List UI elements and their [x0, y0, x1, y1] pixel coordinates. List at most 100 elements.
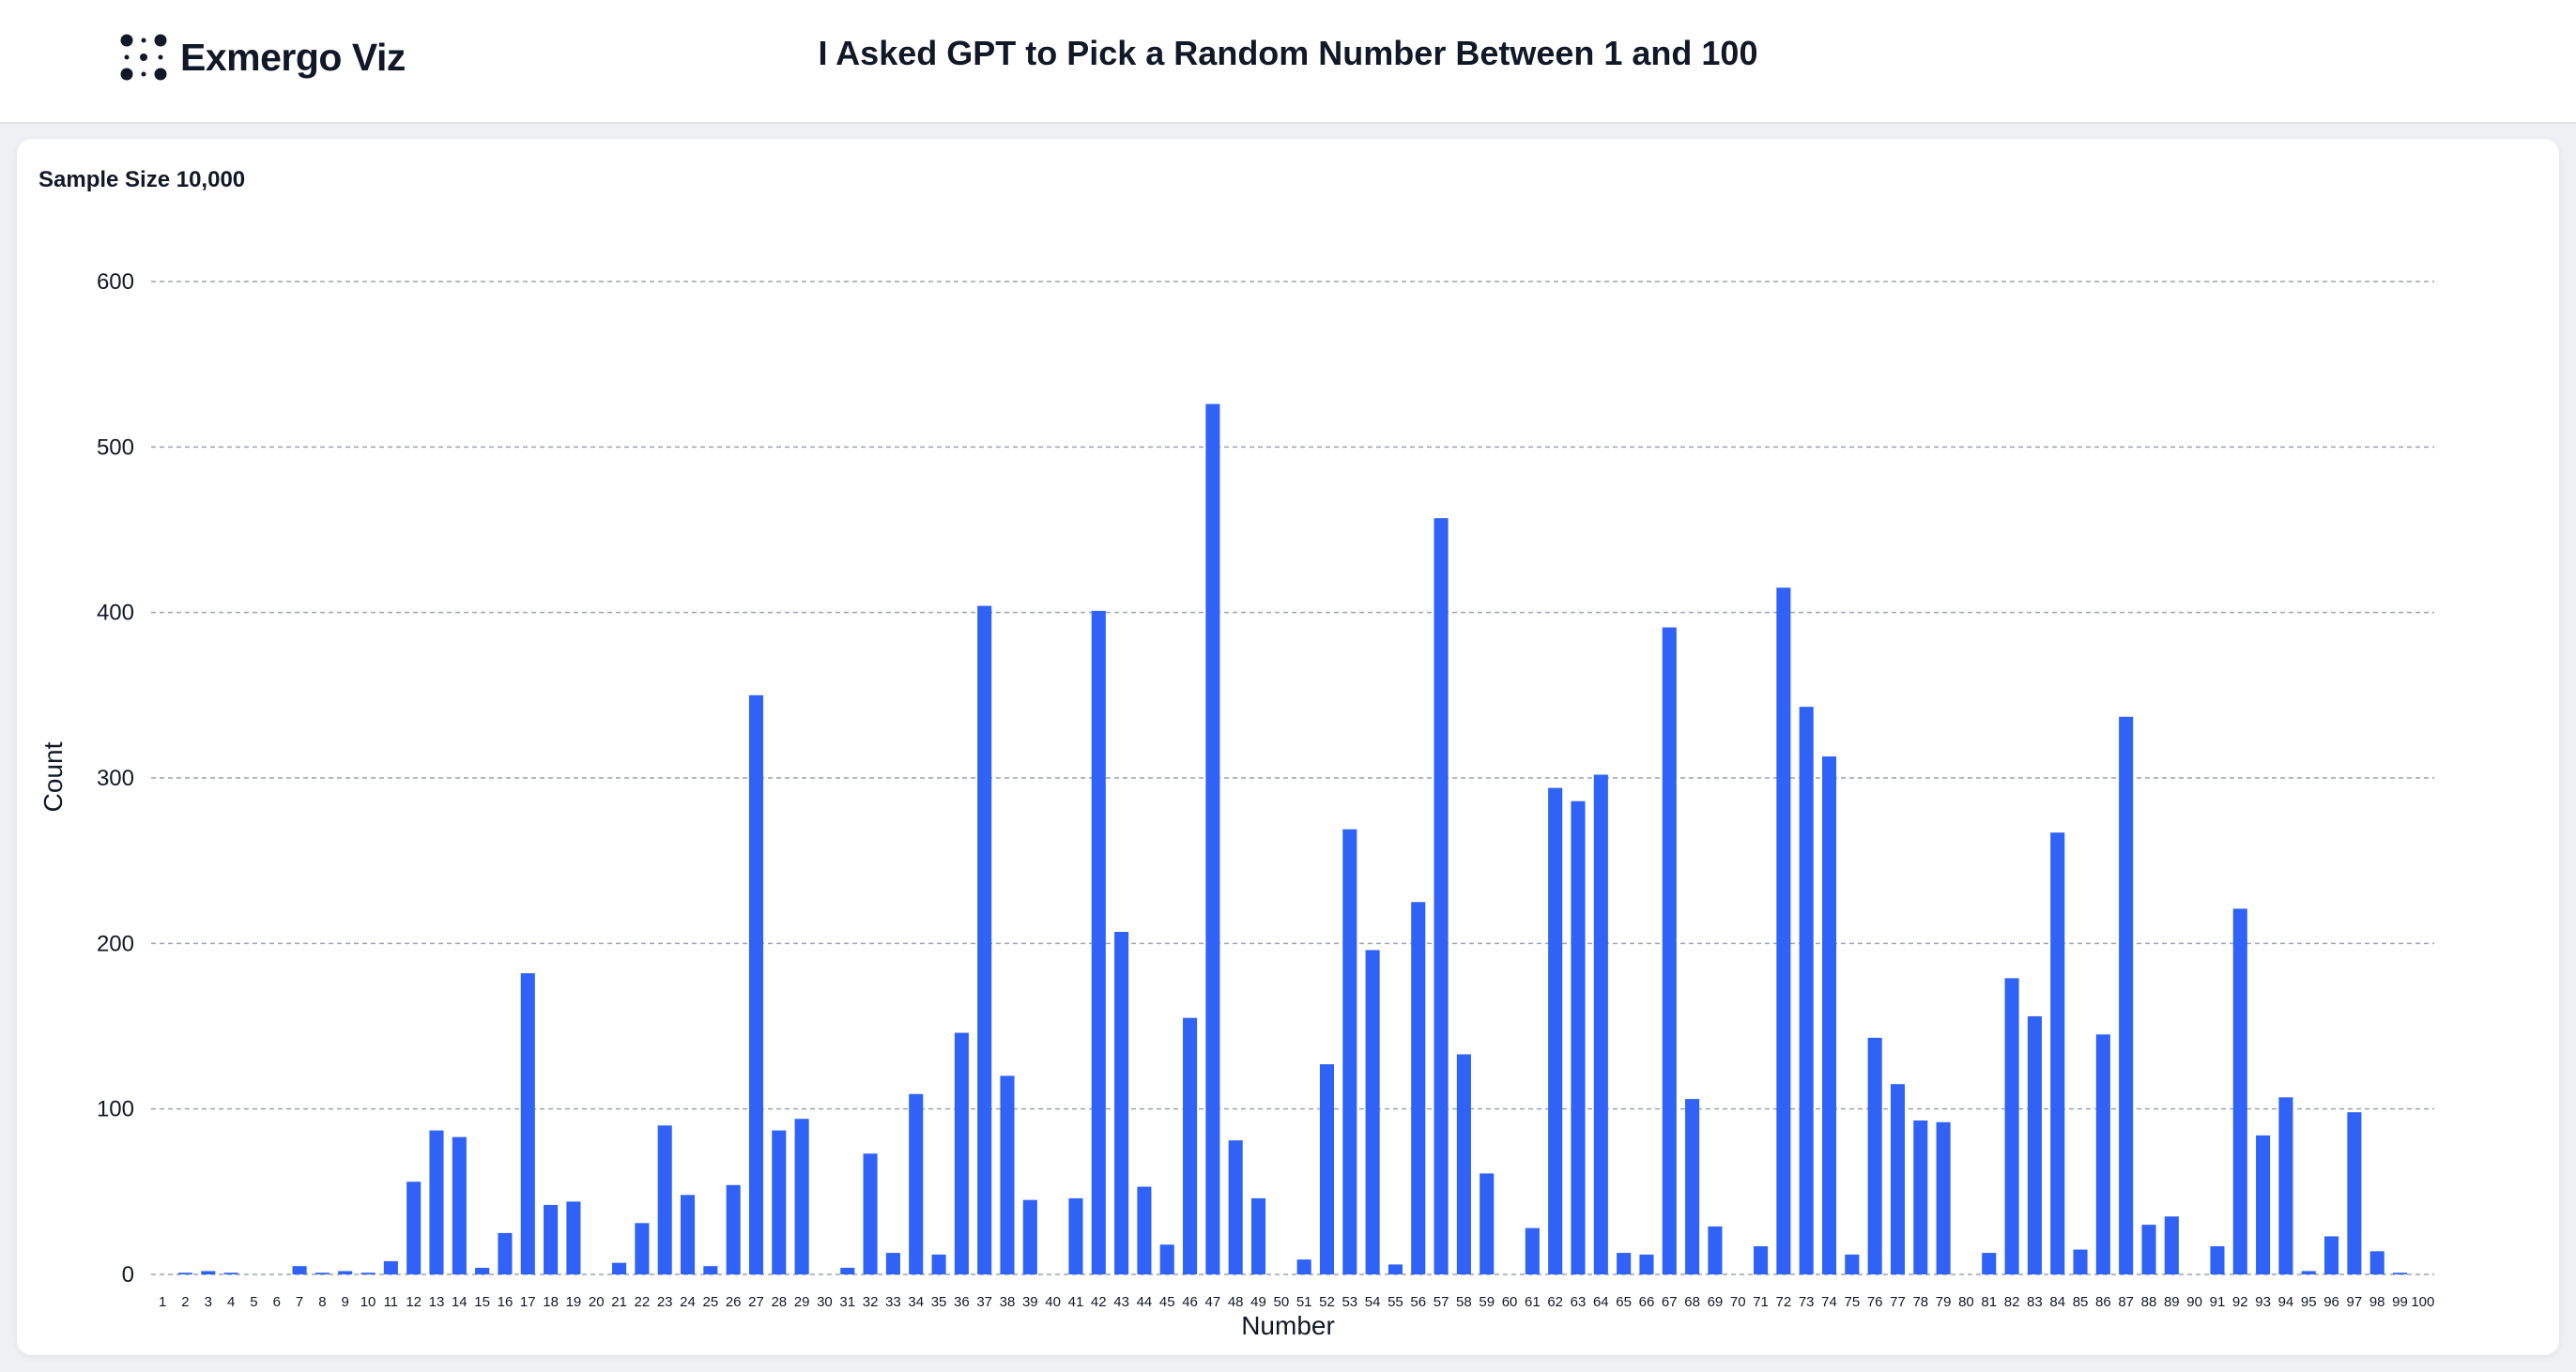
bar-9[interactable]	[338, 1271, 353, 1274]
brand-logo[interactable]: Exmergo Viz	[120, 32, 406, 83]
bar-8[interactable]	[314, 1273, 330, 1274]
bar-12[interactable]	[406, 1181, 422, 1274]
bar-78[interactable]	[1913, 1120, 1928, 1274]
bar-10[interactable]	[360, 1273, 376, 1274]
bar-48[interactable]	[1228, 1140, 1243, 1274]
bar-61[interactable]	[1525, 1227, 1540, 1274]
bar-36[interactable]	[954, 1032, 969, 1274]
bar-47[interactable]	[1205, 404, 1220, 1274]
bar-27[interactable]	[748, 694, 764, 1274]
bar-3[interactable]	[201, 1271, 216, 1274]
y-tick-labels: 0 100 200 300 400 500 600	[97, 269, 134, 1288]
bar-88[interactable]	[2141, 1225, 2156, 1274]
bar-76[interactable]	[1867, 1037, 1882, 1274]
bar-49[interactable]	[1250, 1197, 1266, 1274]
bar-31[interactable]	[840, 1267, 855, 1274]
bar-24[interactable]	[680, 1195, 696, 1274]
x-tick-label: 76	[1867, 1294, 1883, 1310]
bar-58[interactable]	[1456, 1054, 1471, 1274]
bar-69[interactable]	[1708, 1226, 1723, 1274]
bar-66[interactable]	[1639, 1254, 1654, 1274]
bar-45[interactable]	[1159, 1244, 1174, 1274]
bar-17[interactable]	[520, 973, 535, 1274]
bar-93[interactable]	[2256, 1135, 2271, 1274]
bar-35[interactable]	[931, 1254, 946, 1274]
bar-97[interactable]	[2347, 1112, 2362, 1274]
bar-39[interactable]	[1022, 1199, 1037, 1274]
bar-2[interactable]	[177, 1273, 193, 1274]
bar-44[interactable]	[1137, 1186, 1152, 1274]
x-tick-label: 82	[2004, 1294, 2020, 1310]
bar-64[interactable]	[1593, 774, 1608, 1274]
bar-4[interactable]	[223, 1273, 238, 1274]
bar-29[interactable]	[794, 1119, 809, 1274]
x-tick-label: 96	[2323, 1294, 2339, 1310]
x-tick-label: 34	[908, 1294, 924, 1310]
bar-11[interactable]	[383, 1260, 398, 1274]
bar-79[interactable]	[1936, 1121, 1951, 1274]
x-tick-label: 57	[1434, 1294, 1449, 1310]
bar-74[interactable]	[1821, 756, 1837, 1274]
bar-46[interactable]	[1183, 1017, 1198, 1274]
bar-22[interactable]	[635, 1223, 650, 1274]
bar-92[interactable]	[2232, 908, 2247, 1274]
bar-42[interactable]	[1091, 610, 1106, 1274]
x-tick-label: 53	[1342, 1294, 1357, 1310]
bar-96[interactable]	[2324, 1236, 2339, 1274]
bar-25[interactable]	[703, 1266, 718, 1274]
x-tick-label: 66	[1639, 1294, 1655, 1310]
bar-91[interactable]	[2210, 1246, 2225, 1274]
x-tick-label: 86	[2095, 1294, 2111, 1310]
bar-84[interactable]	[2050, 832, 2065, 1274]
bar-15[interactable]	[475, 1267, 490, 1274]
bar-7[interactable]	[292, 1266, 307, 1274]
bar-37[interactable]	[977, 605, 992, 1274]
bar-89[interactable]	[2164, 1216, 2179, 1274]
bar-94[interactable]	[2278, 1097, 2293, 1274]
bar-62[interactable]	[1548, 787, 1563, 1274]
bar-28[interactable]	[772, 1130, 787, 1274]
bar-13[interactable]	[429, 1130, 444, 1274]
bar-73[interactable]	[1799, 707, 1814, 1274]
bar-52[interactable]	[1319, 1064, 1335, 1274]
bar-53[interactable]	[1342, 829, 1357, 1274]
bar-65[interactable]	[1617, 1253, 1632, 1274]
bar-23[interactable]	[657, 1125, 672, 1274]
bar-14[interactable]	[452, 1136, 467, 1274]
bar-67[interactable]	[1662, 627, 1677, 1274]
bar-56[interactable]	[1411, 902, 1426, 1274]
bar-63[interactable]	[1571, 800, 1586, 1274]
bar-18[interactable]	[544, 1204, 559, 1274]
bar-95[interactable]	[2301, 1271, 2316, 1274]
bar-33[interactable]	[885, 1253, 900, 1274]
bar-85[interactable]	[2073, 1249, 2088, 1274]
bar-59[interactable]	[1480, 1173, 1495, 1274]
bar-72[interactable]	[1776, 587, 1791, 1274]
bar-68[interactable]	[1685, 1099, 1700, 1274]
bar-38[interactable]	[1000, 1075, 1015, 1274]
bar-57[interactable]	[1434, 518, 1449, 1274]
bar-87[interactable]	[2119, 716, 2134, 1274]
bar-51[interactable]	[1296, 1259, 1311, 1274]
bar-77[interactable]	[1890, 1084, 1906, 1274]
x-tick-label: 41	[1068, 1294, 1084, 1310]
bar-21[interactable]	[612, 1262, 627, 1274]
bar-32[interactable]	[863, 1153, 878, 1274]
bar-75[interactable]	[1845, 1254, 1860, 1274]
bar-34[interactable]	[909, 1093, 924, 1274]
bar-19[interactable]	[566, 1201, 581, 1274]
bar-81[interactable]	[1982, 1253, 1997, 1274]
bar-86[interactable]	[2095, 1034, 2110, 1274]
bar-41[interactable]	[1068, 1197, 1083, 1274]
bar-54[interactable]	[1365, 950, 1380, 1274]
x-tick-label: 78	[1912, 1294, 1928, 1310]
bar-26[interactable]	[726, 1184, 741, 1274]
bar-82[interactable]	[2004, 978, 2019, 1274]
bar-99[interactable]	[2392, 1273, 2408, 1274]
bar-71[interactable]	[1754, 1246, 1769, 1274]
bar-16[interactable]	[498, 1232, 513, 1274]
bar-98[interactable]	[2369, 1251, 2384, 1274]
bar-55[interactable]	[1388, 1264, 1403, 1274]
bar-83[interactable]	[2027, 1015, 2042, 1274]
bar-43[interactable]	[1114, 931, 1129, 1274]
